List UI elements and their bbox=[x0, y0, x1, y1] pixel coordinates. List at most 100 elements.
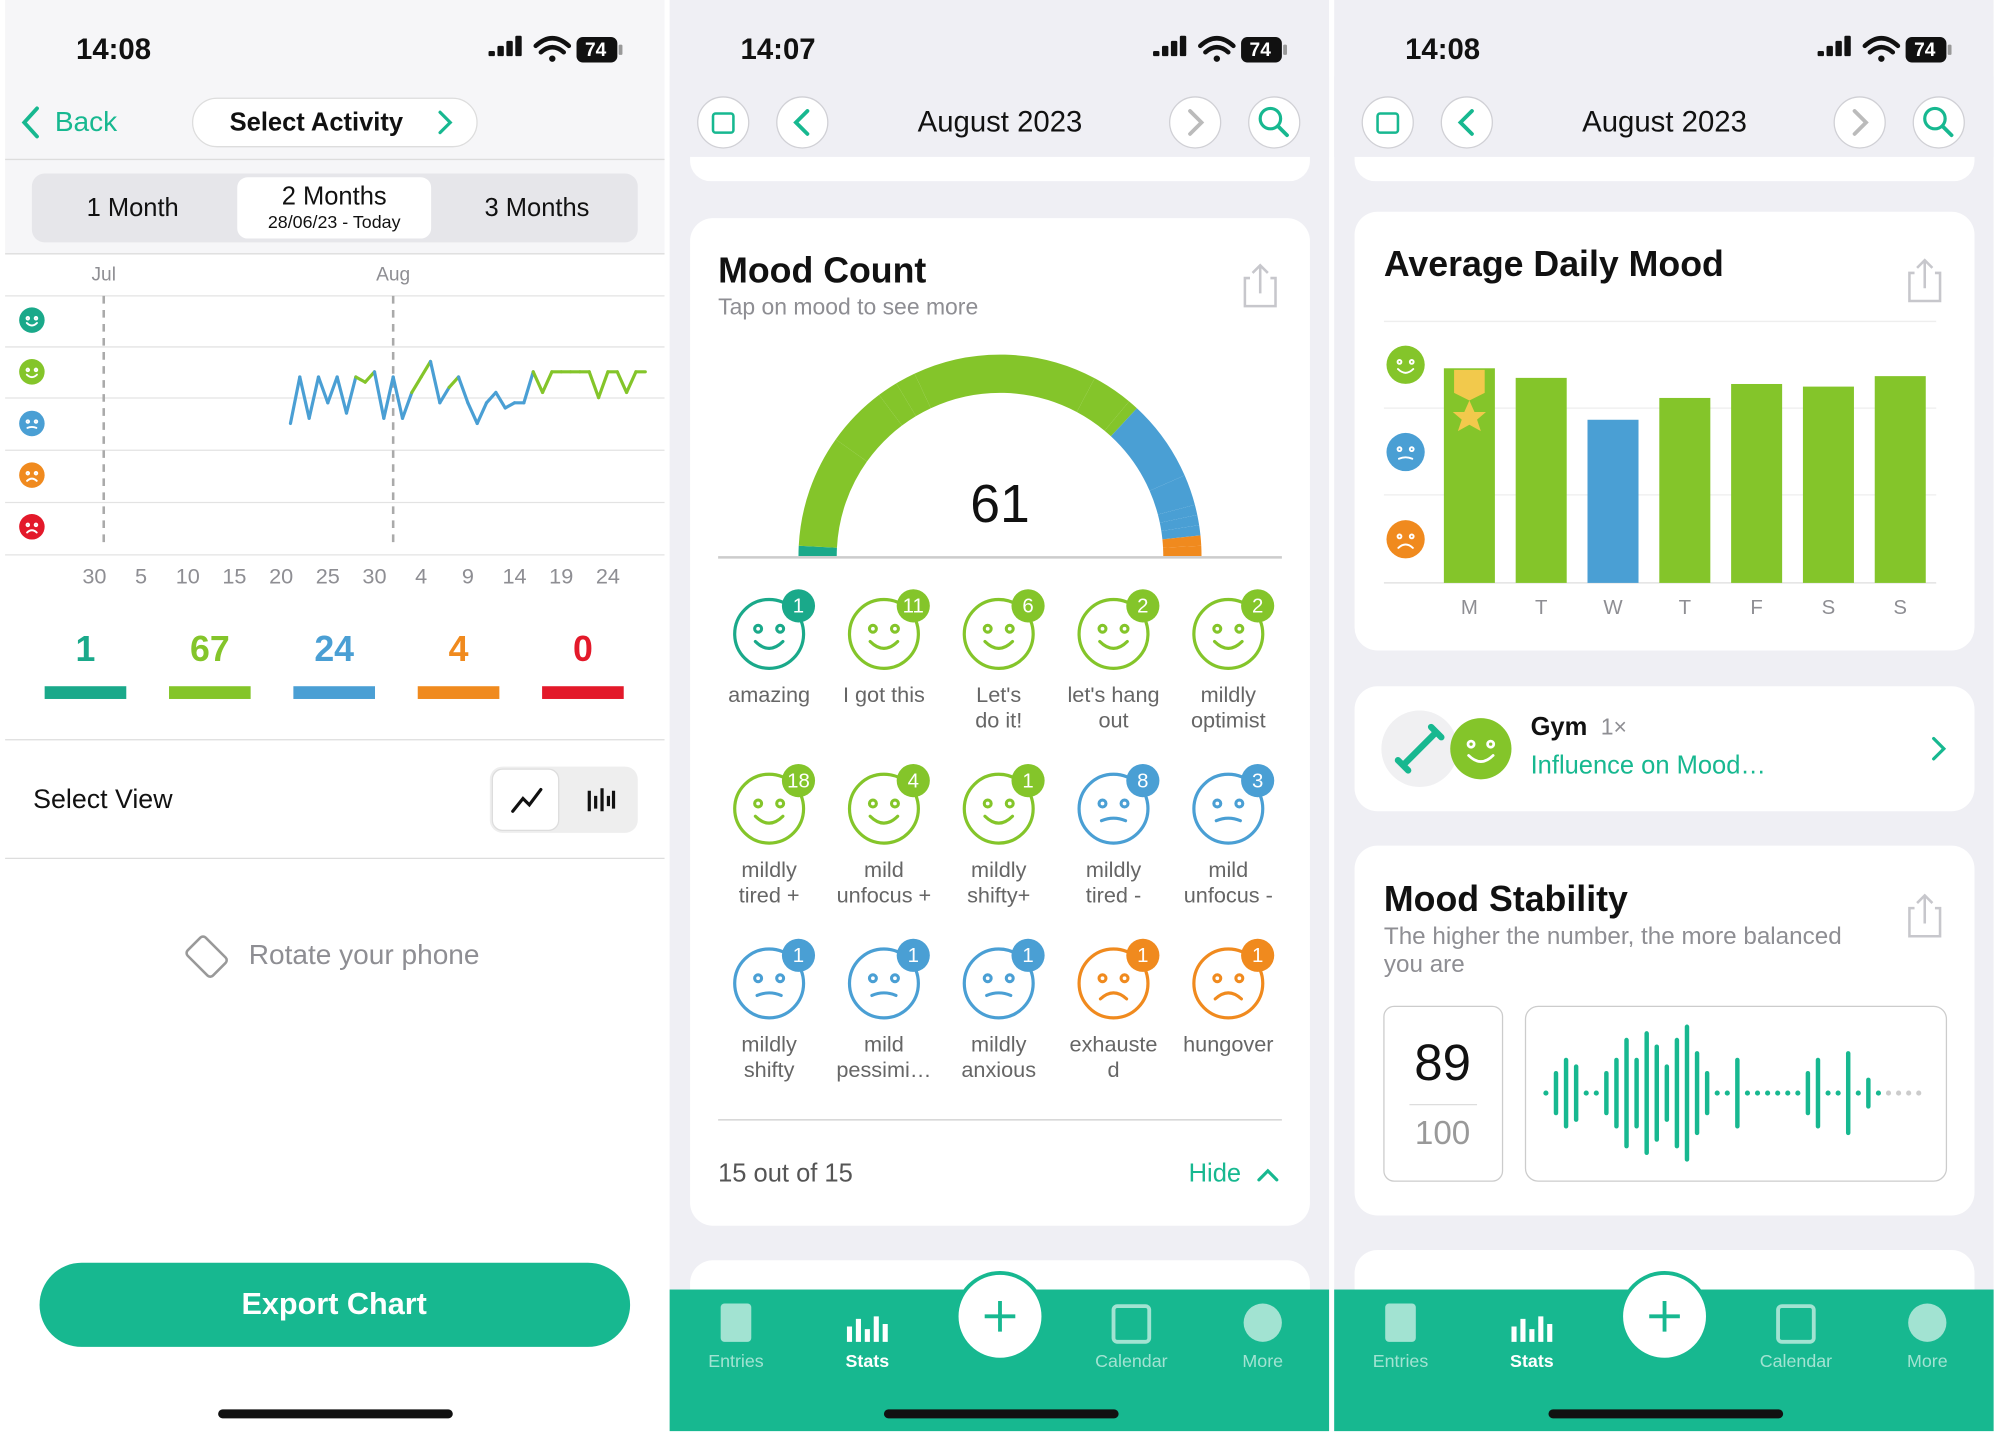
mood-label[interactable]: amazing bbox=[728, 682, 810, 707]
month-label: Aug bbox=[376, 265, 410, 286]
tab-label[interactable]: Calendar bbox=[1095, 1351, 1167, 1371]
mood-label[interactable]: mildly bbox=[741, 857, 797, 882]
tab-label[interactable]: Stats bbox=[1510, 1351, 1554, 1371]
share-icon bbox=[1908, 258, 1942, 303]
mood-label[interactable]: mild bbox=[864, 1032, 904, 1057]
mood-label[interactable]: tired - bbox=[1086, 882, 1141, 907]
tab-label[interactable]: Stats bbox=[846, 1351, 890, 1371]
header-button bbox=[776, 96, 829, 149]
mood-label[interactable]: mildly bbox=[1201, 682, 1257, 707]
period-option[interactable]: 2 Months bbox=[282, 182, 387, 210]
mood-label[interactable]: do it! bbox=[975, 708, 1022, 733]
period-option[interactable]: 3 Months bbox=[485, 194, 590, 222]
activity-name: Gym bbox=[1531, 713, 1588, 741]
face-eye bbox=[1396, 533, 1403, 540]
face-mouth bbox=[1396, 368, 1415, 374]
period-range: 28/06/23 - Today bbox=[268, 212, 401, 232]
mood-label[interactable]: unfocus - bbox=[1184, 882, 1273, 907]
rotate-icon bbox=[185, 935, 228, 978]
select-activity[interactable]: Select Activity bbox=[230, 108, 404, 136]
mood-label[interactable]: out bbox=[1098, 708, 1128, 733]
face-eye bbox=[867, 623, 878, 634]
mood-label[interactable]: d bbox=[1107, 1057, 1119, 1082]
face-eye bbox=[1396, 359, 1403, 365]
mood-label[interactable]: I got this bbox=[843, 682, 925, 707]
tab-label[interactable]: Entries bbox=[708, 1351, 764, 1371]
mood-label[interactable]: shifty bbox=[744, 1057, 795, 1082]
mood-label[interactable]: exhauste bbox=[1070, 1032, 1158, 1057]
tab-label[interactable]: More bbox=[1242, 1351, 1283, 1371]
mood-face bbox=[19, 307, 45, 333]
mood-line bbox=[382, 375, 395, 420]
mood-label[interactable]: optimist bbox=[1191, 708, 1266, 733]
face-eye bbox=[867, 973, 878, 984]
face-eye bbox=[775, 973, 786, 984]
face-eye bbox=[1486, 739, 1496, 749]
x-tick-label: 5 bbox=[135, 564, 147, 589]
mood-total: 4 bbox=[449, 629, 469, 669]
mood-label[interactable]: mild bbox=[864, 857, 904, 882]
month-label: Jul bbox=[92, 265, 116, 286]
card bbox=[1354, 686, 1975, 812]
back-button[interactable]: Back bbox=[55, 106, 118, 137]
header-button bbox=[1912, 96, 1965, 149]
mood-line bbox=[326, 375, 339, 405]
signal-bar bbox=[1835, 40, 1842, 57]
hide-button[interactable]: Hide bbox=[1189, 1159, 1241, 1187]
gauge-segment bbox=[896, 373, 931, 417]
x-tick-label: S bbox=[1822, 597, 1836, 619]
battery-nub bbox=[1947, 44, 1952, 55]
card-subtitle: Tap on mood to see more bbox=[718, 294, 978, 320]
wave-dot bbox=[1775, 1090, 1781, 1096]
mood-label[interactable]: let's hang bbox=[1067, 682, 1159, 707]
bar bbox=[1515, 377, 1567, 583]
face-eye bbox=[1004, 623, 1015, 634]
mood-line bbox=[391, 375, 405, 420]
face-eye bbox=[753, 623, 764, 634]
tab-label[interactable]: More bbox=[1907, 1351, 1948, 1371]
calendar-icon bbox=[1376, 112, 1400, 134]
mood-label[interactable]: unfocus + bbox=[837, 882, 932, 907]
face-eye bbox=[753, 973, 764, 984]
x-tick-label: T bbox=[1679, 597, 1691, 619]
mood-label[interactable]: mildly bbox=[1086, 857, 1142, 882]
card-subtitle: The higher the number, the more balanced bbox=[1384, 923, 1842, 950]
line-view-icon bbox=[511, 787, 543, 813]
rotate-hint: Rotate your phone bbox=[249, 939, 480, 970]
tab-icon bbox=[1385, 1303, 1416, 1342]
x-tick-label: 30 bbox=[362, 564, 386, 589]
mood-label[interactable]: shifty+ bbox=[967, 882, 1030, 907]
next-chevron bbox=[1188, 109, 1205, 136]
mood-label[interactable]: anxious bbox=[961, 1057, 1036, 1082]
mood-label[interactable]: mildly bbox=[971, 1032, 1027, 1057]
mood-label[interactable]: tired + bbox=[739, 882, 800, 907]
export-button-label[interactable]: Export Chart bbox=[241, 1287, 426, 1321]
mood-line bbox=[438, 385, 451, 405]
tab-label[interactable]: Calendar bbox=[1760, 1351, 1832, 1371]
influence-link[interactable]: Influence on Mood… bbox=[1531, 751, 1766, 779]
mood-label[interactable]: Let's bbox=[976, 682, 1021, 707]
mood-label[interactable]: hungover bbox=[1183, 1032, 1273, 1057]
face-mouth bbox=[1397, 543, 1414, 549]
tab-label[interactable]: Entries bbox=[1373, 1351, 1429, 1371]
bar bbox=[1659, 397, 1711, 583]
mood-count-summary: 15 out of 15 bbox=[718, 1159, 853, 1187]
mood-label[interactable]: mildly bbox=[741, 1032, 797, 1057]
wifi-icon bbox=[1198, 36, 1236, 55]
wifi-icon bbox=[1862, 36, 1901, 55]
x-tick-label: 19 bbox=[549, 564, 573, 589]
segment-selected bbox=[237, 177, 432, 239]
total-bar bbox=[542, 686, 624, 699]
mood-label[interactable]: mildly bbox=[971, 857, 1027, 882]
face-mouth bbox=[26, 426, 38, 429]
mood-label[interactable]: mild bbox=[1208, 857, 1248, 882]
mood-label[interactable]: pessimi… bbox=[836, 1057, 931, 1082]
best-day-star bbox=[1452, 400, 1486, 432]
search-handle bbox=[1940, 124, 1954, 138]
face-eye bbox=[889, 798, 900, 809]
face-mouth bbox=[1397, 456, 1414, 460]
face-eye bbox=[1119, 798, 1130, 809]
face-eye bbox=[1408, 359, 1415, 365]
period-option[interactable]: 1 Month bbox=[87, 194, 179, 222]
